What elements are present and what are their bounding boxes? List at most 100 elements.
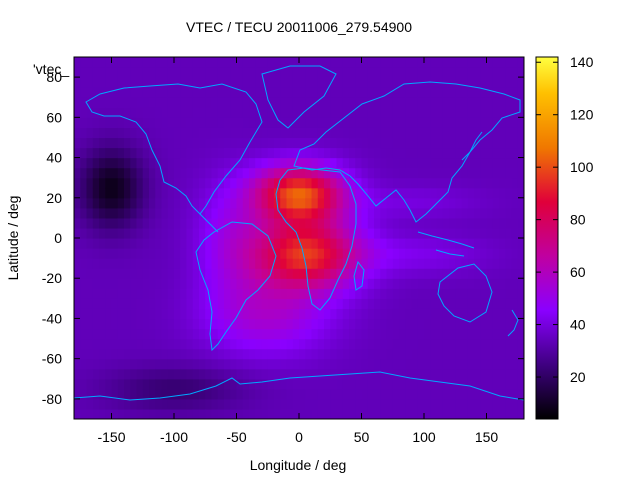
heatmap-cell <box>480 238 488 249</box>
heatmap-cell <box>92 207 100 219</box>
heatmap-cell <box>361 67 369 78</box>
heatmap-cell <box>167 358 175 370</box>
heatmap-cell <box>442 167 450 179</box>
heatmap-cell <box>517 137 524 149</box>
heatmap-cell <box>430 187 438 199</box>
heatmap-cell <box>380 67 388 78</box>
heatmap-cell <box>105 278 113 289</box>
heatmap-cell <box>224 147 231 159</box>
heatmap-cell <box>492 167 500 179</box>
heatmap-cell <box>192 87 200 98</box>
heatmap-cell <box>486 67 494 78</box>
heatmap-cell <box>480 348 488 360</box>
heatmap-cell <box>74 338 81 350</box>
heatmap-cell <box>411 157 419 169</box>
heatmap-cell <box>205 147 213 159</box>
heatmap-cell <box>380 318 388 330</box>
heatmap-cell <box>224 117 231 128</box>
heatmap-cell <box>355 308 363 320</box>
heatmap-cell <box>180 308 188 320</box>
heatmap-cell <box>180 318 188 330</box>
heatmap-cell <box>236 97 244 108</box>
heatmap-cell <box>474 248 481 259</box>
heatmap-cell <box>305 187 313 199</box>
heatmap-cell <box>86 147 94 159</box>
heatmap-cell <box>342 338 350 350</box>
heatmap-cell <box>99 308 106 320</box>
heatmap-cell <box>105 197 113 209</box>
heatmap-cell <box>324 197 331 209</box>
heatmap-cell <box>380 87 388 98</box>
heatmap-cell <box>292 57 300 68</box>
heatmap-cell <box>142 338 150 350</box>
heatmap-cell <box>136 388 144 400</box>
heatmap-cell <box>467 147 475 159</box>
heatmap-cell <box>324 388 331 400</box>
heatmap-cell <box>142 87 150 98</box>
heatmap-cell <box>474 328 481 340</box>
heatmap-cell <box>442 77 450 88</box>
heatmap-cell <box>217 97 225 108</box>
heatmap-cell <box>130 268 138 279</box>
heatmap-cell <box>92 378 100 390</box>
heatmap-cell <box>286 238 294 249</box>
heatmap-cell <box>492 127 500 139</box>
heatmap-cell <box>374 77 381 88</box>
heatmap-cell <box>167 388 175 400</box>
heatmap-cell <box>361 308 369 320</box>
heatmap-cell <box>186 187 194 199</box>
heatmap-cell <box>461 227 469 239</box>
heatmap-cell <box>249 378 256 390</box>
heatmap-cell <box>361 368 369 380</box>
heatmap-cell <box>124 217 131 229</box>
heatmap-cell <box>86 248 94 259</box>
heatmap-cell <box>280 308 288 320</box>
heatmap-cell <box>486 137 494 149</box>
heatmap-cell <box>467 167 475 179</box>
heatmap-cell <box>361 217 369 229</box>
heatmap-cell <box>99 278 106 289</box>
heatmap-cell <box>467 248 475 259</box>
heatmap-cell <box>230 258 238 269</box>
heatmap-cell <box>186 248 194 259</box>
heatmap-cell <box>411 308 419 320</box>
heatmap-cell <box>224 398 231 410</box>
heatmap-cell <box>392 308 400 320</box>
heatmap-cell <box>336 227 344 239</box>
heatmap-cell <box>255 328 263 340</box>
heatmap-cell <box>455 398 463 410</box>
heatmap-cell <box>499 217 506 229</box>
heatmap-cell <box>199 137 206 149</box>
y-tick-label: -60 <box>42 351 62 367</box>
heatmap-cell <box>392 217 400 229</box>
heatmap-cell <box>342 238 350 249</box>
heatmap-cell <box>424 57 431 68</box>
heatmap-cell <box>399 57 406 68</box>
heatmap-cell <box>336 238 344 249</box>
heatmap-cell <box>361 137 369 149</box>
heatmap-cell <box>399 318 406 330</box>
x-tick-label: -50 <box>226 429 246 445</box>
heatmap-cell <box>399 217 406 229</box>
heatmap-cell <box>211 217 219 229</box>
heatmap-cell <box>80 328 88 340</box>
heatmap-cell <box>174 248 181 259</box>
heatmap-cell <box>455 328 463 340</box>
heatmap-cell <box>505 358 513 370</box>
heatmap-cell <box>336 318 344 330</box>
heatmap-cell <box>411 117 419 128</box>
heatmap-cell <box>505 318 513 330</box>
heatmap-cell <box>174 197 181 209</box>
heatmap-cell <box>186 288 194 299</box>
heatmap-cell <box>99 358 106 370</box>
heatmap-cell <box>86 298 94 309</box>
heatmap-cell <box>380 258 388 269</box>
coastline-madagascar <box>353 260 365 291</box>
heatmap-cell <box>117 147 125 159</box>
heatmap-cell <box>411 318 419 330</box>
heatmap-cell <box>517 278 524 289</box>
heatmap-cell <box>249 258 256 269</box>
heatmap-cell <box>217 57 225 68</box>
heatmap-cell <box>367 167 375 179</box>
heatmap-cell <box>299 248 306 259</box>
